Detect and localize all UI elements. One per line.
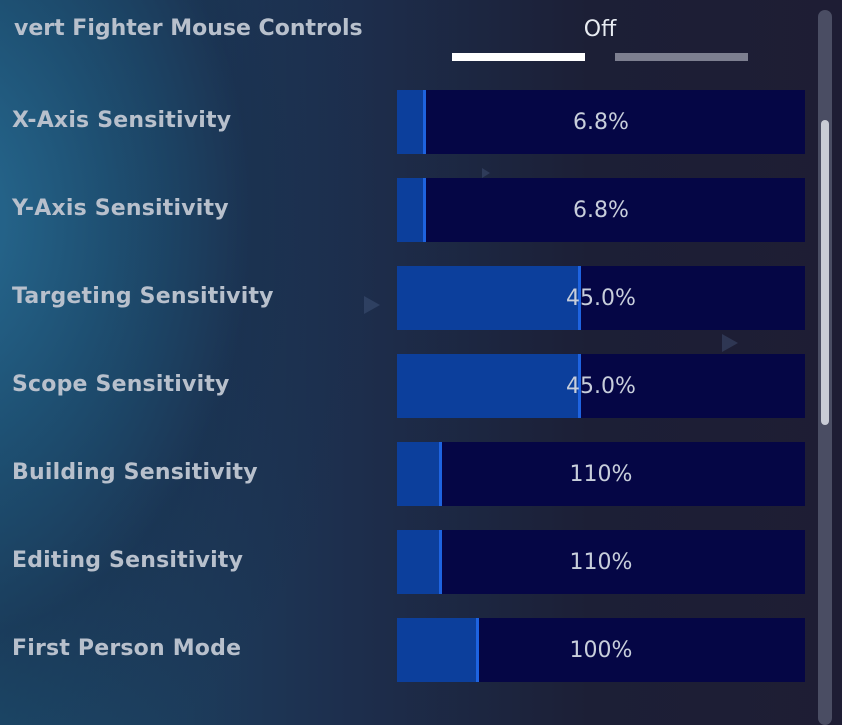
- setting-label: Y-Axis Sensitivity: [12, 196, 229, 221]
- y-axis-sensitivity-slider[interactable]: 6.8%: [397, 178, 805, 242]
- slider-fill: [397, 178, 426, 242]
- slider-value: 6.8%: [573, 109, 629, 135]
- slider-fill: [397, 266, 581, 330]
- building-sensitivity-slider[interactable]: 110%: [397, 442, 805, 506]
- targeting-sensitivity-slider[interactable]: 45.0%: [397, 266, 805, 330]
- scrollbar-thumb[interactable]: [821, 120, 829, 425]
- toggle-segment-on[interactable]: [615, 53, 748, 61]
- slider-fill: [397, 618, 479, 682]
- setting-label: First Person Mode: [12, 636, 242, 661]
- slider-fill: [397, 354, 581, 418]
- first-person-mode-slider[interactable]: 100%: [397, 618, 805, 682]
- slider-value: 45.0%: [566, 285, 636, 311]
- setting-label: Targeting Sensitivity: [12, 284, 274, 309]
- slider-value: 6.8%: [573, 197, 629, 223]
- toggle-segment-off[interactable]: [452, 53, 585, 61]
- slider-fill: [397, 442, 442, 506]
- x-axis-sensitivity-slider[interactable]: 6.8%: [397, 90, 805, 154]
- setting-label: X-Axis Sensitivity: [12, 108, 232, 133]
- slider-value: 110%: [569, 461, 633, 487]
- slider-value: 45.0%: [566, 373, 636, 399]
- editing-sensitivity-slider[interactable]: 110%: [397, 530, 805, 594]
- scrollbar-track[interactable]: [818, 10, 832, 725]
- slider-value: 110%: [569, 549, 633, 575]
- slider-fill: [397, 530, 442, 594]
- setting-label: vert Fighter Mouse Controls: [14, 16, 363, 41]
- decorative-triangle: [482, 168, 490, 178]
- scope-sensitivity-slider[interactable]: 45.0%: [397, 354, 805, 418]
- slider-value: 100%: [569, 637, 633, 663]
- setting-label: Scope Sensitivity: [12, 372, 230, 397]
- decorative-triangle: [722, 334, 738, 352]
- slider-fill: [397, 90, 426, 154]
- setting-label: Building Sensitivity: [12, 460, 258, 485]
- toggle-value[interactable]: Off: [583, 17, 617, 42]
- setting-label: Editing Sensitivity: [12, 548, 244, 573]
- decorative-triangle: [364, 296, 380, 314]
